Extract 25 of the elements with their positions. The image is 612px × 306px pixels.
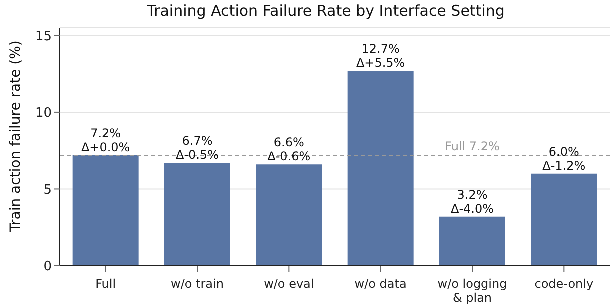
- y-tick-label: 5: [44, 182, 52, 198]
- ref-line-label: Full 7.2%: [445, 139, 500, 154]
- data-label: 7.2% Δ+0.0%: [81, 126, 130, 154]
- data-label: 6.0% Δ-1.2%: [542, 144, 586, 173]
- x-tick-label: w/o train: [171, 277, 224, 291]
- data-label: 12.7% Δ+5.5%: [356, 42, 406, 70]
- x-tick-label: w/o data: [354, 277, 407, 291]
- bar: [72, 155, 139, 266]
- data-label: 6.6% Δ-0.6%: [268, 136, 311, 164]
- x-tick-label: w/o eval: [264, 277, 314, 291]
- y-tick-label: 0: [44, 260, 52, 275]
- bar: [531, 174, 598, 266]
- data-label: 6.7% Δ-0.5%: [176, 134, 220, 162]
- y-tick-label: 15: [35, 29, 52, 44]
- data-label: 3.2% Δ-4.0%: [450, 188, 494, 216]
- y-axis-title: Train action failure rate (%): [8, 40, 24, 233]
- y-tick-label: 10: [35, 106, 52, 122]
- chart-title: Training Action Failure Rate by Interface Setting: [146, 1, 506, 22]
- x-tick-label: Full: [96, 277, 116, 291]
- bar: [256, 164, 322, 266]
- x-tick-label: w/o logging & plan: [438, 277, 508, 305]
- x-tick-label: code-only: [534, 277, 594, 291]
- bar: [440, 216, 506, 266]
- bar: [348, 70, 414, 266]
- bar: [164, 163, 230, 266]
